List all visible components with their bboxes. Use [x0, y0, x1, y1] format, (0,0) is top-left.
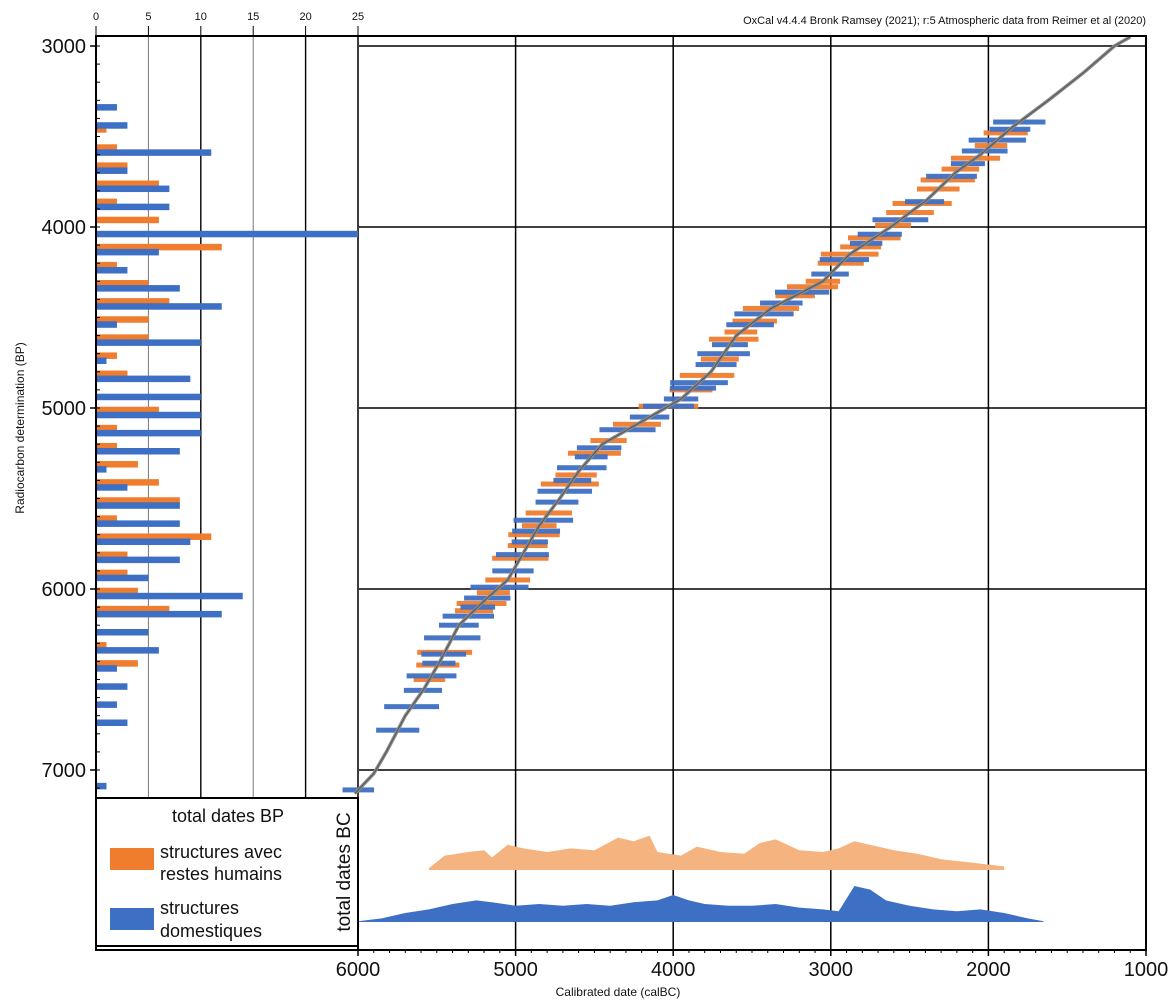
x-tick-label: 2000: [966, 959, 1011, 981]
hist-bar-human: [96, 479, 159, 486]
hist-bar-human: [96, 243, 222, 251]
legend-label-blue-1: structures: [160, 898, 239, 918]
x-tick-label: 5000: [493, 959, 538, 981]
hist-bar-domestic: [96, 719, 128, 726]
hist-bar-domestic: [96, 520, 180, 527]
hist-bar-domestic: [96, 303, 222, 310]
sum-density-domestic: [358, 886, 1044, 922]
hist-bar-domestic: [96, 665, 117, 672]
hist-bar-domestic: [96, 629, 149, 636]
hist-bar-domestic: [96, 647, 159, 654]
x-tick-label: 3000: [809, 959, 854, 981]
hist-bar-domestic: [96, 574, 149, 582]
hist-bar-domestic: [96, 203, 170, 211]
hist-bar-domestic: [96, 484, 128, 491]
hist-bar-human: [96, 660, 138, 667]
hist-bar-human: [96, 370, 128, 378]
y-tick-label: 4000: [42, 217, 87, 239]
hist-bar-domestic: [96, 502, 180, 509]
legend-label-orange-1: structures avec: [160, 842, 282, 862]
y-tick-label: 7000: [42, 760, 87, 782]
y-tick-label: 5000: [42, 398, 87, 420]
hist-bar-human: [96, 424, 117, 432]
hist-bar-human: [96, 298, 170, 305]
side-label-total-dates-bc: total dates BC: [334, 812, 355, 931]
x-tick-label: 4000: [651, 959, 696, 981]
count-tick-label: 25: [352, 11, 364, 23]
legend-swatch-orange: [110, 848, 154, 870]
sum-density-human: [428, 835, 1005, 870]
hist-bar-human: [96, 515, 117, 522]
hist-bar-human: [96, 261, 117, 269]
hist-bar-domestic: [96, 448, 180, 455]
hist-bar-human: [96, 461, 138, 468]
hist-bar-human: [96, 406, 159, 414]
hist-bar-domestic: [96, 592, 243, 600]
hist-bar-domestic: [96, 610, 222, 618]
hist-bar-human: [96, 569, 128, 577]
hist-bar-domestic: [96, 285, 180, 292]
plot-frame: [95, 35, 1147, 951]
hist-bar-human: [96, 442, 117, 450]
hist-bar-human: [96, 144, 117, 151]
hist-bar-domestic: [96, 122, 128, 129]
hist-bar-human: [96, 533, 212, 540]
hist-bar-human: [96, 334, 149, 341]
hist-bar-human: [96, 216, 159, 224]
hist-bar-human: [96, 642, 107, 649]
hist-bar-domestic: [96, 185, 170, 193]
chart-credit: OxCal v4.4.4 Bronk Ramsey (2021); r:5 At…: [743, 15, 1146, 27]
hist-bar-human: [96, 316, 149, 323]
hist-bar-domestic: [96, 267, 128, 274]
y-tick-label: 6000: [42, 579, 87, 601]
count-tick-label: 5: [145, 11, 151, 23]
hist-bar-human: [96, 605, 170, 613]
hist-bar-domestic: [96, 230, 358, 238]
x-tick-label: 6000: [336, 959, 381, 981]
hist-bar-domestic: [96, 321, 117, 328]
hist-bar-human: [96, 180, 159, 187]
hist-bar-domestic: [96, 104, 117, 111]
hist-bar-domestic: [96, 149, 212, 156]
hist-bar-human: [96, 198, 117, 206]
legend-swatch-blue: [110, 908, 154, 930]
calibration-curve: [353, 35, 1132, 795]
x-axis-title: Calibrated date (calBC): [556, 985, 681, 999]
legend: total dates BP structures avec restes hu…: [95, 797, 359, 947]
x-tick-label: 1000: [1124, 959, 1169, 981]
legend-label-orange-2: restes humains: [160, 864, 282, 884]
legend-title: total dates BP: [172, 806, 284, 826]
y-axis-title: Radiocarbon determination (BP): [13, 342, 27, 513]
hist-bar-domestic: [96, 167, 128, 174]
hist-bar-human: [96, 352, 117, 359]
hist-bar-human: [96, 126, 107, 133]
y-tick-label: 3000: [42, 36, 87, 58]
hist-bar-domestic: [96, 782, 107, 790]
calibration-curve-core: [354, 36, 1131, 794]
hist-bar-domestic: [96, 248, 159, 256]
count-tick-label: 20: [299, 11, 311, 23]
hist-bar-domestic: [96, 375, 191, 383]
hist-bar-human: [96, 587, 138, 595]
count-tick-label: 15: [247, 11, 259, 23]
hist-bar-domestic: [96, 538, 191, 545]
hist-bar-human: [96, 497, 180, 504]
hist-bar-domestic: [96, 429, 201, 437]
hist-bar-domestic: [96, 411, 201, 419]
hist-bar-domestic: [96, 357, 107, 364]
legend-label-blue-2: domestiques: [160, 921, 262, 941]
count-tick-label: 0: [93, 11, 99, 23]
hist-bar-human: [96, 280, 149, 287]
hist-bar-human: [96, 162, 128, 169]
hist-bar-domestic: [96, 339, 201, 346]
hist-bar-domestic: [96, 466, 107, 473]
count-tick-label: 10: [195, 11, 207, 23]
hist-bar-domestic: [96, 556, 180, 564]
hist-bar-domestic: [96, 701, 117, 708]
hist-bar-human: [96, 551, 128, 559]
hist-bar-domestic: [96, 683, 128, 690]
hist-bar-domestic: [96, 393, 201, 401]
